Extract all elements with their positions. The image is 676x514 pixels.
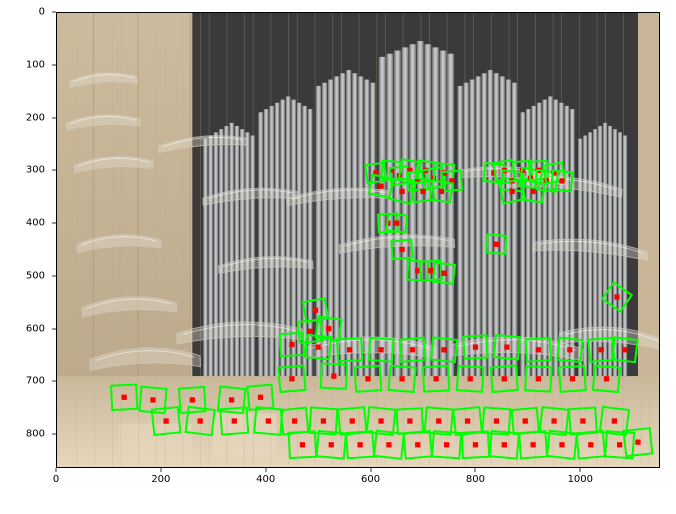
x-tick-label: 800 xyxy=(466,474,485,485)
x-tick-label: 600 xyxy=(361,474,380,485)
spine-bottom xyxy=(56,467,660,468)
spine-left xyxy=(56,12,57,468)
y-tick-label: 600 xyxy=(26,323,45,334)
x-tick-label: 0 xyxy=(53,474,59,485)
spine-right xyxy=(659,12,660,468)
figure: 0 200 400 600 800 1000 0 100 200 300 400 500 600 700… xyxy=(0,0,676,514)
y-tick-label: 0 xyxy=(39,7,45,18)
x-tick-label: 200 xyxy=(151,474,170,485)
y-tick-label: 700 xyxy=(26,376,45,387)
y-tick-label: 300 xyxy=(26,165,45,176)
y-tick-label: 400 xyxy=(26,218,45,229)
y-tick-label: 100 xyxy=(26,59,45,70)
y-tick-label: 500 xyxy=(26,270,45,281)
y-tick-label: 800 xyxy=(26,429,45,440)
y-tick-label: 200 xyxy=(26,112,45,123)
x-tick-label: 400 xyxy=(256,474,275,485)
spine-top xyxy=(56,12,660,13)
background-image xyxy=(56,12,660,468)
axes xyxy=(56,12,660,468)
x-tick-label: 1000 xyxy=(568,474,593,485)
